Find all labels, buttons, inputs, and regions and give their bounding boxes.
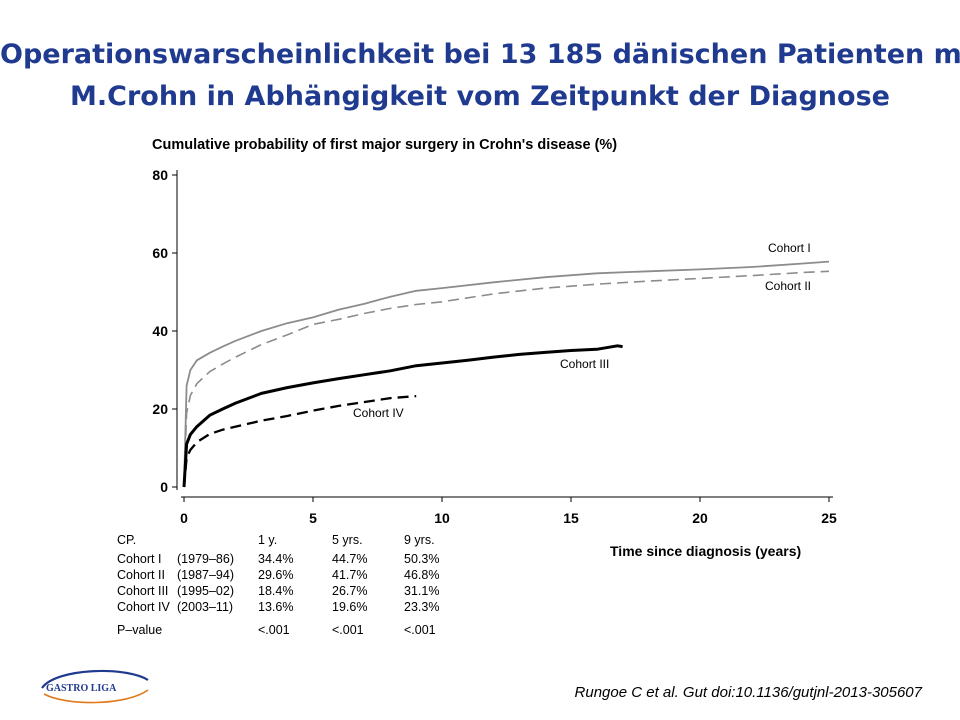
- x-tick-label: 25: [821, 510, 837, 526]
- table-cell: 29.6%: [258, 568, 293, 582]
- x-tick-label: 10: [434, 510, 450, 526]
- citation: Rungoe C et al. Gut doi:10.1136/gutjnl-2…: [574, 684, 922, 701]
- table-header: 5 yrs.: [332, 533, 363, 547]
- table-cell: 44.7%: [332, 552, 367, 566]
- table-cell: (1987–94): [177, 568, 234, 582]
- series-line-4: [182, 394, 417, 488]
- chart-title: Cumulative probability of first major su…: [152, 137, 617, 153]
- y-tick-label: 0: [160, 479, 168, 495]
- table-cell: 41.7%: [332, 568, 367, 582]
- y-tick-label: 60: [152, 245, 168, 261]
- series-line-1: [183, 260, 830, 488]
- pvalue-cell: <.001: [332, 623, 364, 637]
- table-header: 1 y.: [258, 533, 277, 547]
- table-cell: 26.7%: [332, 584, 367, 598]
- slide-title-line-2: M.Crohn in Abhängigkeit vom Zeitpunkt de…: [70, 81, 890, 112]
- x-tick-label: 5: [309, 510, 317, 526]
- table-cell: 23.3%: [404, 600, 439, 614]
- table-cell: 19.6%: [332, 600, 367, 614]
- table-header: CP.: [117, 533, 136, 547]
- logo-text: GASTRO LIGA: [46, 683, 117, 694]
- table-cell: (1995–02): [177, 584, 234, 598]
- x-tick-label: 20: [692, 510, 708, 526]
- series-label-2: Cohort II: [765, 279, 811, 293]
- y-tick-label: 20: [152, 401, 168, 417]
- table-cell: 13.6%: [258, 600, 293, 614]
- pvalue-label: P–value: [117, 623, 162, 637]
- table-cell: 31.1%: [404, 584, 439, 598]
- pvalue-cell: <.001: [404, 623, 436, 637]
- series-label-4: Cohort IV: [353, 406, 404, 420]
- series-label-3: Cohort III: [560, 357, 609, 371]
- slide-title-line-1: Operationswarscheinlichkeit bei 13 185 d…: [0, 39, 960, 70]
- table-header: 9 yrs.: [404, 533, 435, 547]
- pvalue-cell: <.001: [258, 623, 290, 637]
- table-cell: Cohort I: [117, 552, 161, 566]
- table-cell: (1979–86): [177, 552, 234, 566]
- table-cell: Cohort II: [117, 568, 165, 582]
- table-cell: Cohort IV: [117, 600, 170, 614]
- y-tick-label: 80: [152, 167, 168, 183]
- plot-area: 0 20 40 60 80 0 5 10 15 20 25 Cohort I Cohort II Coho…: [152, 167, 837, 526]
- table-cell: Cohort III: [117, 584, 168, 598]
- series-label-1: Cohort I: [768, 241, 811, 255]
- y-tick-label: 40: [152, 323, 168, 339]
- series-line-2: [183, 270, 830, 488]
- table-cell: 34.4%: [258, 552, 293, 566]
- slide-title: Operationswarscheinlichkeit bei 13 185 d…: [0, 34, 960, 118]
- cp-table: CP. 1 y. 5 yrs. 9 yrs. Cohort I (1979–86) 34.4…: [117, 533, 439, 637]
- table-cell: 50.3%: [404, 552, 439, 566]
- x-tick-label: 15: [563, 510, 579, 526]
- table-cell: 18.4%: [258, 584, 293, 598]
- table-cell: 46.8%: [404, 568, 439, 582]
- gastro-liga-logo: GASTRO LIGA: [41, 669, 149, 704]
- table-cell: (2003–11): [177, 600, 233, 614]
- x-axis-label: Time since diagnosis (years): [610, 543, 801, 559]
- series-line-3: [182, 344, 623, 488]
- x-tick-label: 0: [180, 510, 188, 526]
